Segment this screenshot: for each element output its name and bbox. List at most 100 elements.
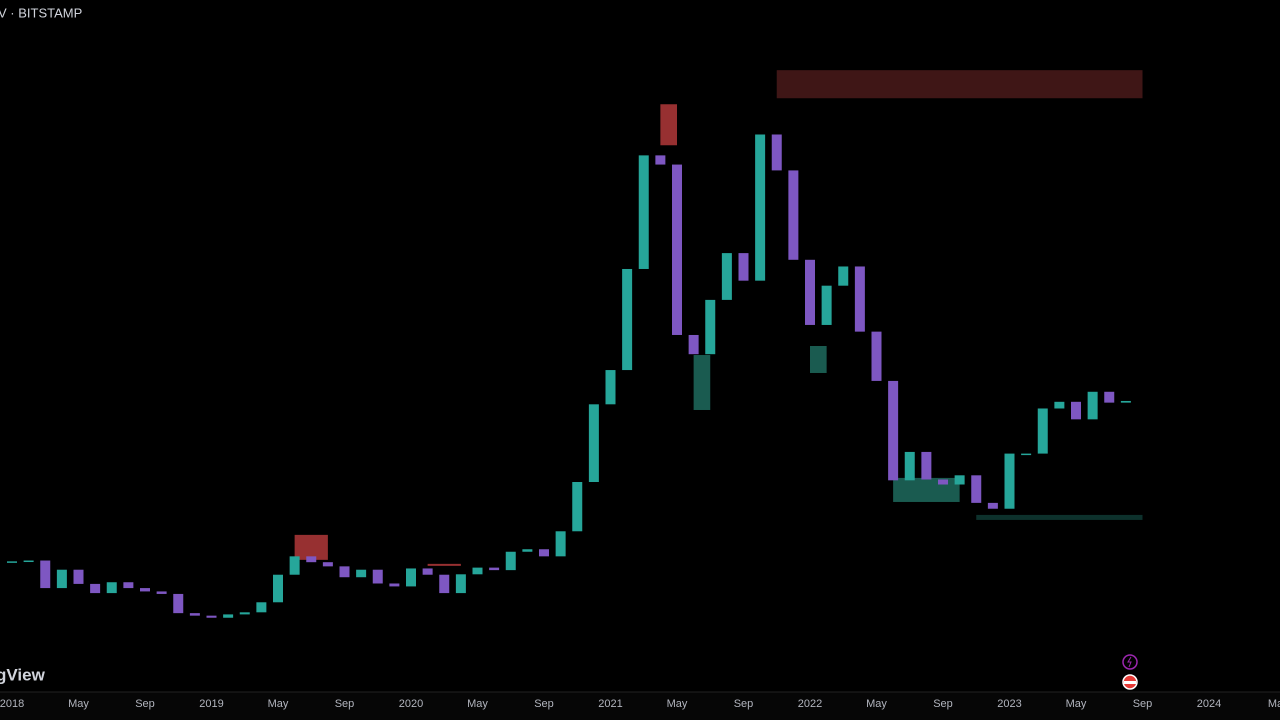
candle — [672, 164, 682, 335]
candle — [273, 574, 283, 603]
candle — [721, 253, 732, 300]
candle — [921, 451, 932, 480]
candle — [106, 582, 117, 594]
candle — [372, 569, 383, 584]
candle — [605, 370, 616, 405]
candle — [938, 479, 948, 485]
candle — [1054, 401, 1065, 409]
candle — [539, 549, 549, 557]
zone — [893, 477, 960, 502]
candle — [189, 613, 200, 616]
candle — [771, 134, 782, 171]
candle — [7, 561, 17, 563]
candle — [289, 556, 300, 575]
logo: gView — [0, 665, 46, 684]
x-tick-label: Sep — [933, 698, 953, 710]
alert-icon[interactable] — [1122, 654, 1138, 670]
candle — [322, 562, 333, 567]
candle — [838, 266, 849, 286]
x-tick-label: Sep — [335, 698, 355, 710]
alert-bolt — [1127, 656, 1132, 668]
candle — [655, 155, 666, 165]
candle — [888, 380, 899, 481]
candle — [555, 531, 566, 557]
candle — [239, 612, 250, 615]
candle — [339, 566, 350, 578]
zone — [976, 514, 1143, 520]
x-tick-label: May — [667, 698, 688, 710]
candle — [688, 334, 699, 355]
zone — [660, 104, 677, 146]
candle — [306, 556, 317, 563]
x-tick-label: Sep — [1133, 698, 1153, 710]
candle — [971, 475, 982, 503]
x-tick-label: May — [866, 698, 887, 710]
x-tick-label: May — [467, 698, 488, 710]
x-tick-label: 2018 — [0, 698, 24, 710]
x-tick-label: Ma — [1268, 698, 1280, 710]
x-tick-label: Sep — [534, 698, 554, 710]
candle — [489, 567, 500, 571]
x-tick-label: 2019 — [199, 698, 223, 710]
candle — [1071, 401, 1081, 420]
candle — [738, 253, 749, 281]
candle — [173, 593, 184, 614]
candle — [206, 615, 217, 618]
candle — [422, 568, 433, 575]
x-tick-label: 2023 — [997, 698, 1021, 710]
candle — [1004, 453, 1015, 509]
candle — [1087, 391, 1098, 420]
candle — [1037, 408, 1048, 454]
candle — [871, 331, 882, 381]
candle — [638, 155, 649, 269]
candle — [472, 567, 483, 575]
candle — [406, 568, 416, 587]
candle — [256, 602, 267, 613]
candle — [821, 285, 832, 325]
candle — [805, 259, 815, 325]
zone — [776, 70, 1143, 99]
candle — [356, 569, 367, 578]
candle — [389, 583, 400, 587]
x-tick-label: May — [268, 698, 289, 710]
x-tick-label: 2021 — [598, 698, 622, 710]
candle — [755, 134, 766, 281]
candle — [788, 170, 799, 260]
candle — [73, 569, 84, 584]
candle — [854, 266, 865, 332]
x-tick-label: May — [1066, 698, 1087, 710]
zone — [427, 563, 461, 566]
candle — [954, 475, 965, 485]
plot — [7, 70, 1143, 618]
x-tick-label: 2020 — [399, 698, 423, 710]
candle — [23, 560, 34, 563]
zone — [294, 534, 328, 560]
candle — [223, 614, 234, 618]
candle — [622, 268, 633, 371]
candle — [40, 560, 51, 589]
candle — [455, 574, 466, 594]
x-tick-label: May — [68, 698, 89, 710]
candle — [522, 549, 533, 552]
symbol: V · BITSTAMP — [0, 5, 82, 20]
candle — [572, 481, 583, 532]
candle — [156, 591, 167, 594]
time-axis — [0, 692, 1280, 720]
candle — [1021, 453, 1032, 456]
zone — [693, 355, 711, 410]
zone — [810, 346, 827, 373]
candle — [505, 551, 516, 571]
candle — [123, 582, 134, 589]
candle — [439, 574, 450, 594]
x-tick-label: Sep — [734, 698, 754, 710]
candle — [705, 299, 716, 355]
candle — [1104, 391, 1115, 403]
candle — [904, 451, 915, 481]
candle — [56, 569, 67, 589]
flag-stripe — [1124, 681, 1136, 684]
candle — [987, 502, 998, 509]
x-tick-label: Sep — [135, 698, 155, 710]
